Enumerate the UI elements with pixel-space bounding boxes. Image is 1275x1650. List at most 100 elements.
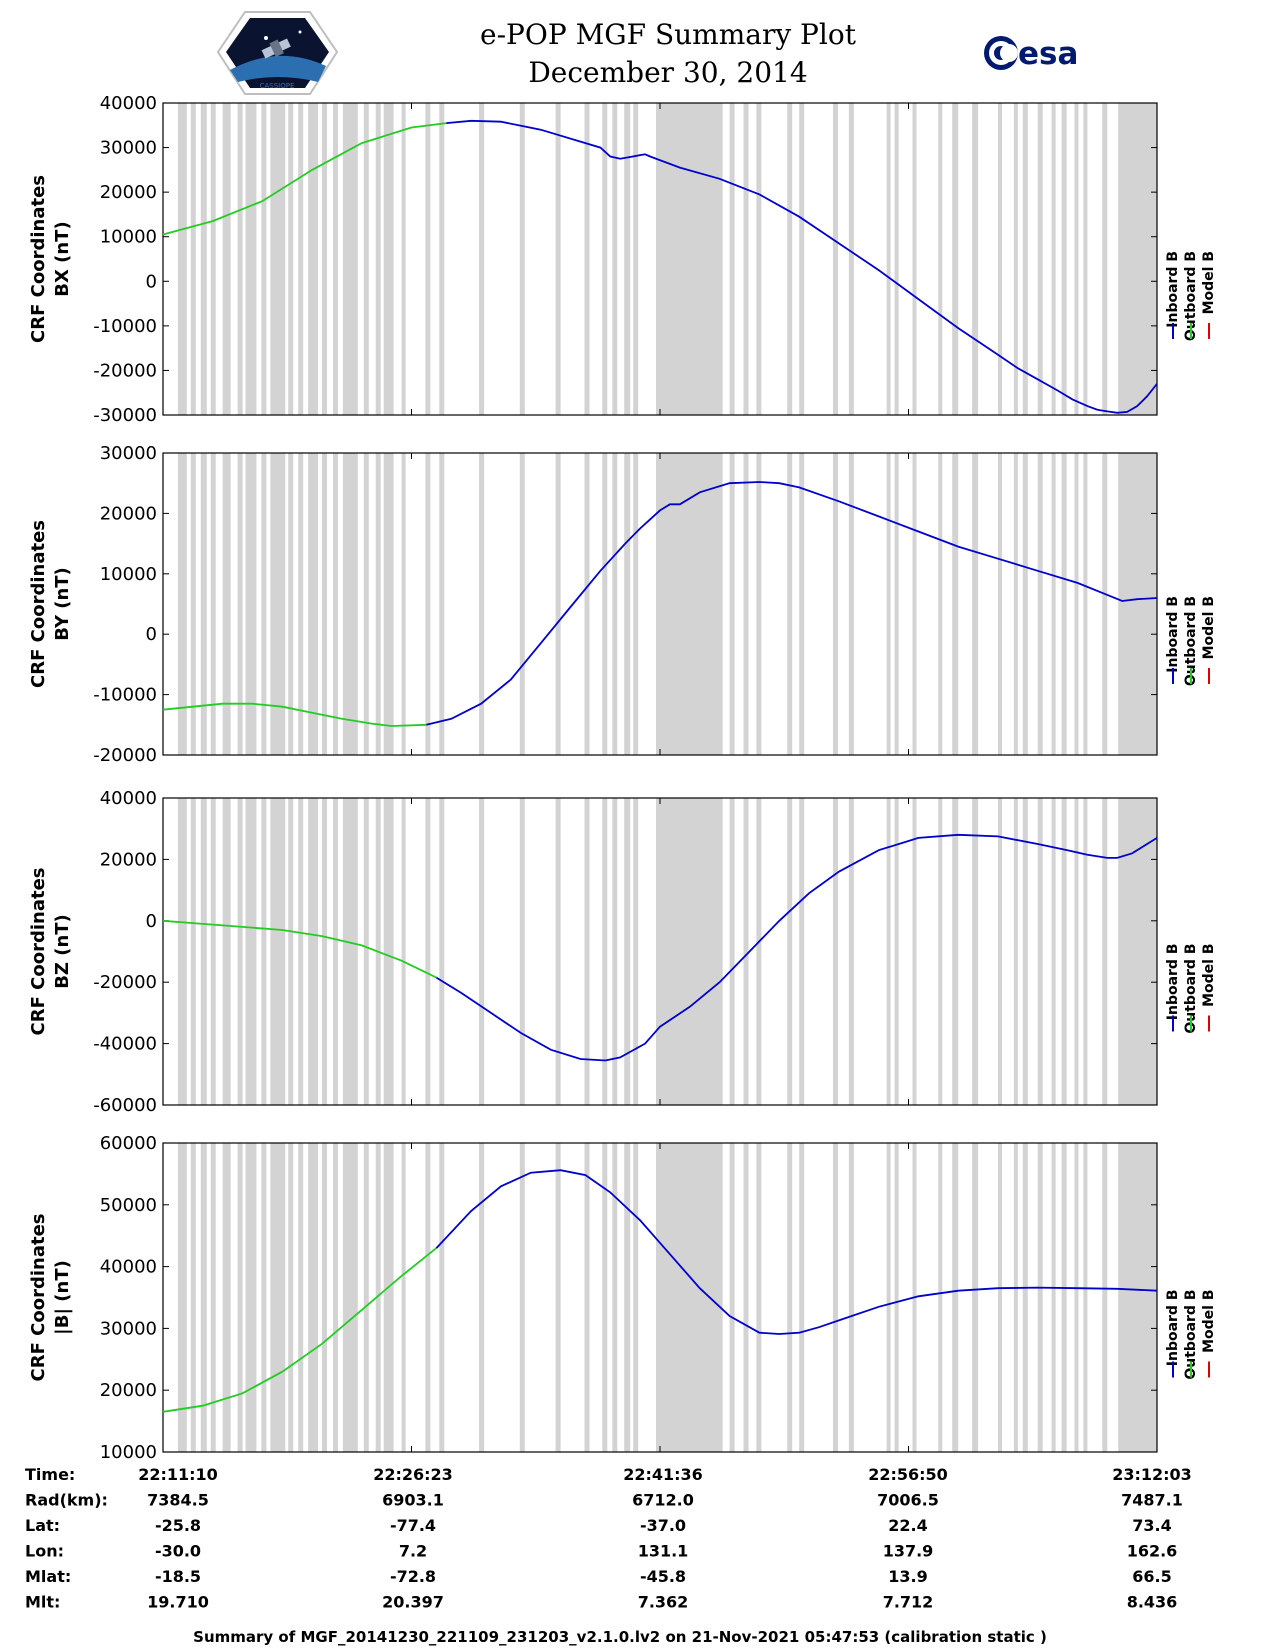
- legend-label: Outboard B: [1183, 1290, 1199, 1380]
- data-gap-stripe: [799, 103, 805, 415]
- y-tick-label: -20000: [93, 360, 157, 381]
- data-gap-stripe: [1037, 798, 1043, 1105]
- data-gap-stripe: [322, 453, 327, 755]
- y-tick-label: 0: [146, 911, 157, 932]
- series-line-inboard-b: [435, 1169, 1158, 1335]
- data-gap-stripe: [633, 453, 639, 755]
- data-gap-stripe: [1083, 103, 1088, 415]
- data-gap-stripe: [1037, 1143, 1043, 1452]
- data-gap-stripe: [479, 103, 485, 415]
- data-gap-stripe: [479, 798, 485, 1105]
- svg-text:CASSIOPE: CASSIOPE: [260, 82, 295, 90]
- y-tick-label: 20000: [100, 849, 157, 870]
- data-gap-stripe: [222, 453, 231, 755]
- data-gap-stripe: [1118, 103, 1157, 415]
- time-tick-label: 22:26:23: [373, 1465, 453, 1484]
- data-gap-stripe: [938, 103, 943, 415]
- y-tick-label: 10000: [100, 227, 157, 248]
- data-gap-stripe: [439, 798, 445, 1105]
- data-gap-stripe: [1037, 453, 1043, 755]
- data-gap-stripe: [584, 1143, 590, 1452]
- data-gap-stripe: [624, 453, 631, 755]
- data-gap-stripe: [1083, 453, 1088, 755]
- data-gap-stripe: [555, 1143, 561, 1452]
- data-gap-stripe: [998, 453, 1002, 755]
- y-tick-label: 60000: [100, 1133, 157, 1154]
- data-gap-stripe: [190, 453, 196, 755]
- info-cell: -72.8: [390, 1567, 436, 1586]
- data-gap-stripe: [308, 1143, 318, 1452]
- series-line-inboard-b: [435, 833, 1158, 1062]
- data-gap-stripe: [729, 1143, 735, 1452]
- info-cell: 6712.0: [632, 1491, 694, 1510]
- data-gap-stripe: [756, 453, 762, 755]
- data-gap-stripe: [612, 453, 618, 755]
- svg-text:esa: esa: [1018, 36, 1078, 72]
- panel-1: -30000 -20000 -10000 0 10000 20000 30000 40000 C…: [28, 93, 1217, 426]
- y-axis-unit-label: |B| (nT): [52, 1260, 73, 1335]
- data-gap-stripe: [245, 798, 257, 1105]
- data-gap-stripe: [261, 1143, 267, 1452]
- data-gap-stripe: [972, 798, 979, 1105]
- data-gap-stripe: [656, 103, 723, 415]
- left-mission-logo: CASSIOPE: [216, 11, 339, 95]
- data-gap-stripe: [1022, 798, 1028, 1105]
- y-tick-label: 30000: [100, 1318, 157, 1339]
- data-gap-stripe: [1061, 453, 1067, 755]
- data-gap-stripe: [308, 798, 318, 1105]
- y-tick-label: 10000: [100, 564, 157, 585]
- data-gap-stripe: [612, 1143, 618, 1452]
- data-gap-stripe: [375, 453, 381, 755]
- data-gap-stripe: [833, 1143, 838, 1452]
- data-gap-stripe: [602, 103, 608, 415]
- data-gap-stripe: [555, 453, 561, 755]
- info-cell: -18.5: [155, 1567, 201, 1586]
- series-line-outboard-b: [162, 122, 447, 236]
- data-gap-stripe: [799, 798, 805, 1105]
- info-row-label: Mlat:: [25, 1567, 71, 1586]
- info-row-label: Lon:: [25, 1542, 64, 1561]
- data-gap-stripe: [342, 453, 358, 755]
- data-gap-stripe: [952, 453, 959, 755]
- y-tick-label: -40000: [93, 1034, 157, 1055]
- data-gap-stripe: [177, 798, 187, 1105]
- data-gap-stripe: [237, 798, 243, 1105]
- y-axis-label: CRF Coordinates: [28, 1214, 49, 1382]
- legend-label: Model B: [1201, 596, 1217, 659]
- data-gap-stripe: [848, 798, 854, 1105]
- data-gap-stripe: [237, 1143, 243, 1452]
- data-gap-stripe: [624, 1143, 631, 1452]
- data-gap-stripe: [886, 453, 891, 755]
- y-axis-unit-label: BZ (nT): [52, 914, 73, 989]
- series-line-outboard-b: [162, 919, 437, 979]
- data-gap-stripe: [200, 798, 207, 1105]
- data-gap-stripe: [1061, 798, 1067, 1105]
- series-line-outboard-b: [162, 702, 427, 727]
- data-gap-stripe: [342, 1143, 358, 1452]
- data-gap-stripe: [190, 103, 196, 415]
- data-gap-stripe: [333, 453, 338, 755]
- y-axis-label: CRF Coordinates: [28, 520, 49, 688]
- data-gap-stripe: [1083, 798, 1088, 1105]
- data-gap-stripe: [886, 103, 891, 415]
- data-gap-stripe: [602, 453, 608, 755]
- data-gap-stripe: [1013, 453, 1018, 755]
- info-cell: 7.362: [638, 1593, 689, 1612]
- y-tick-label: 30000: [100, 443, 157, 464]
- data-gap-stripe: [322, 1143, 327, 1452]
- data-gap-stripe: [612, 798, 618, 1105]
- data-gap-stripe: [1051, 103, 1056, 415]
- y-tick-label: 40000: [100, 788, 157, 809]
- data-gap-stripe: [425, 453, 431, 755]
- data-gap-stripe: [288, 1143, 294, 1452]
- data-gap-stripe: [298, 798, 304, 1105]
- data-gap-stripe: [342, 798, 358, 1105]
- chart-subtitle-date: December 30, 2014: [528, 56, 807, 89]
- data-gap-stripe: [848, 1143, 854, 1452]
- data-gap-stripe: [270, 103, 286, 415]
- y-tick-label: -30000: [93, 405, 157, 426]
- data-gap-stripe: [972, 1143, 979, 1452]
- data-gap-stripe: [799, 1143, 805, 1452]
- data-gap-stripe: [383, 103, 394, 415]
- y-tick-label: -10000: [93, 316, 157, 337]
